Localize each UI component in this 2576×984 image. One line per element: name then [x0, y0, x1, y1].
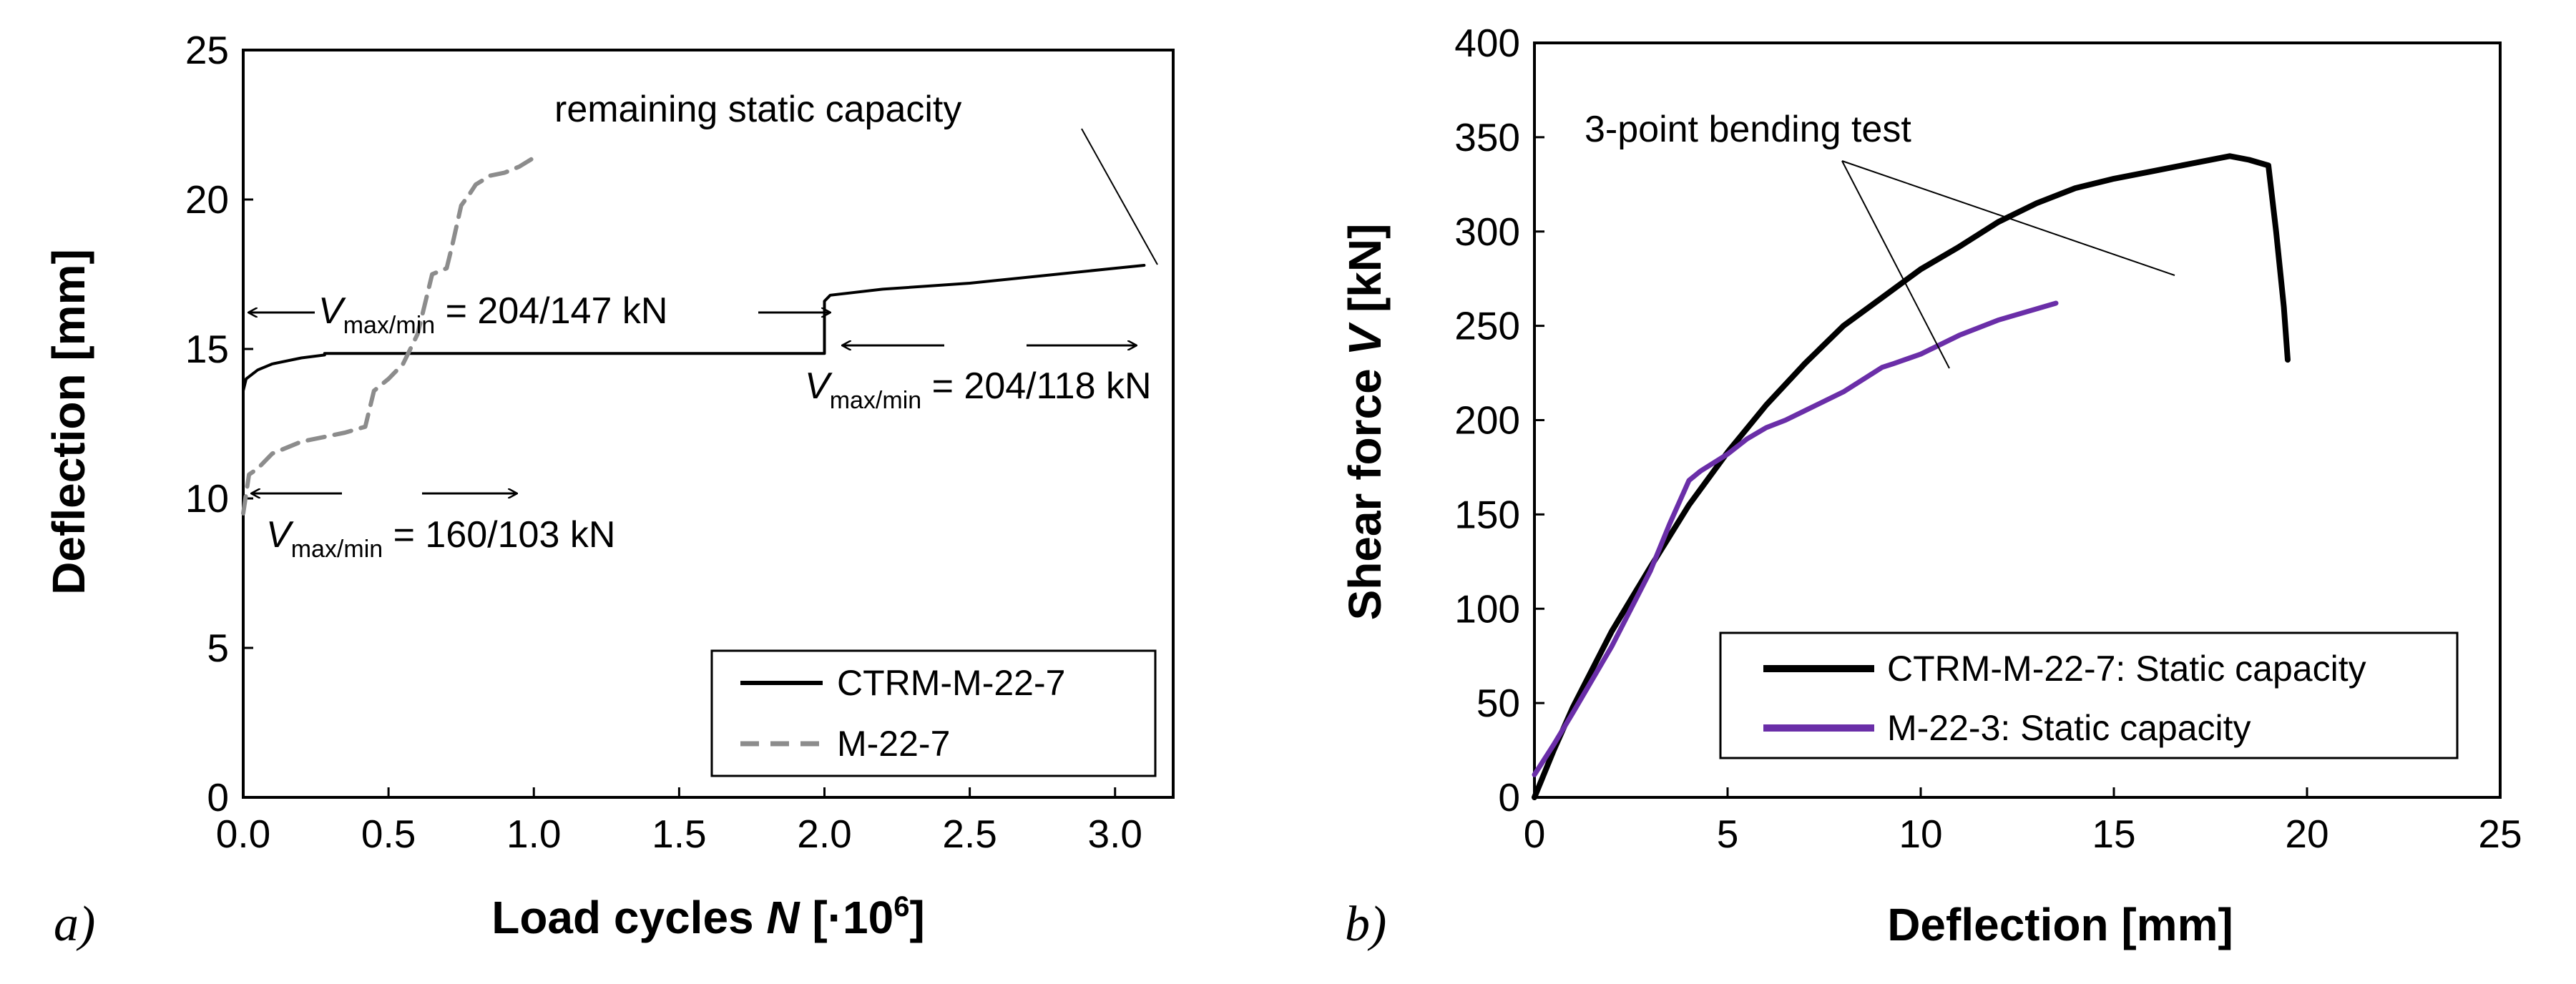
panel-b-label: b)	[1345, 897, 1386, 952]
panel-b-legend-label-2: M-22-3: Static capacity	[1887, 708, 2251, 748]
panel-b-y-tick-label: 400	[1454, 21, 1520, 65]
panel-a-y-tick-label: 5	[207, 626, 229, 670]
panel-a-plot-frame	[242, 49, 1175, 799]
panel-a-legend-label-2: M-22-7	[837, 724, 950, 764]
panel-a-legend-label-1: CTRM-M-22-7	[837, 663, 1065, 703]
panel-a-y-tick-label: 15	[185, 327, 229, 371]
panel-a-annotation-remaining: remaining static capacity	[554, 89, 961, 130]
panel-a: 0.0 0.5 1.0 1.5 2.0 2.5 3.0 0 5 10 15 20 25 Deflect…	[43, 28, 1175, 952]
panel-b-y-tick-label: 300	[1454, 210, 1520, 254]
panel-a-annotation-v3: Vmax/min = 160/103 kN	[266, 514, 615, 563]
panel-b-series	[1532, 153, 2291, 800]
panel-b: 0 5 10 15 20 25 0 50 100 150 200 250 300 350 400 Shea…	[1339, 21, 2522, 952]
panel-a-x-tick-label: 1.0	[506, 812, 561, 856]
panel-a-annotation-v1: Vmax/min = 204/147 kN	[318, 290, 667, 339]
panel-b-legend: CTRM-M-22-7: Static capacity M-22-3: Sta…	[1719, 631, 2459, 759]
panel-b-y-tick-label: 50	[1476, 681, 1520, 725]
panel-a-x-ticks: 0.0 0.5 1.0 1.5 2.0 2.5 3.0	[216, 787, 1142, 856]
panel-a-x-axis-label: Load cycles N [·106]	[491, 891, 925, 943]
panel-b-y-tick-label: 250	[1454, 304, 1520, 348]
panel-b-y-tick-label: 350	[1454, 115, 1520, 159]
panel-a-y-tick-label: 25	[185, 28, 229, 72]
panel-a-x-tick-label: 0.5	[361, 812, 416, 856]
panel-b-y-tick-label: 150	[1454, 492, 1520, 536]
panel-b-y-tick-label: 200	[1454, 398, 1520, 443]
panel-a-legend: CTRM-M-22-7 M-22-7	[710, 649, 1157, 777]
panel-a-annotation-leader	[1081, 128, 1158, 265]
panel-b-y-ticks: 0 50 100 150 200 250 300 350 400	[1454, 21, 1544, 820]
panel-a-y-axis-label: Deflection [mm]	[43, 249, 94, 595]
panel-a-annotation-v2: Vmax/min = 204/118 kN	[805, 365, 1152, 414]
panel-b-series-m-22-3-line	[1532, 300, 2059, 777]
panel-b-x-tick-label: 25	[2478, 812, 2522, 856]
panel-a-series-m-22-7-line	[241, 155, 537, 516]
panel-b-x-tick-label: 10	[1899, 812, 1942, 856]
panel-b-annotation-bending: 3-point bending test	[1585, 109, 1911, 150]
panel-b-y-tick-label: 100	[1454, 586, 1520, 631]
panel-a-x-tick-label: 3.0	[1088, 812, 1142, 856]
panel-b-y-axis-label: Shear force V [kN]	[1339, 224, 1391, 621]
panel-b-annotation-leader-1	[1841, 160, 2175, 276]
panel-b-x-tick-label: 15	[2092, 812, 2135, 856]
panel-a-x-tick-label: 2.0	[797, 812, 851, 856]
panel-b-x-tick-label: 20	[2285, 812, 2328, 856]
panel-b-x-axis-label: Deflection [mm]	[1887, 899, 2233, 950]
panel-b-x-ticks: 0 5 10 15 20 25	[1524, 787, 2522, 856]
panel-a-x-tick-label: 0.0	[216, 812, 270, 856]
panel-a-y-tick-label: 10	[185, 476, 229, 521]
panel-a-series-ctrm-m-22-7-line	[242, 264, 1146, 393]
panel-a-y-tick-label: 20	[185, 177, 229, 222]
panel-b-annotation-leader-2	[1841, 160, 1950, 369]
panel-a-x-tick-label: 2.5	[942, 812, 996, 856]
panel-b-x-tick-label: 5	[1717, 812, 1739, 856]
panel-a-series	[241, 155, 1146, 516]
panel-a-y-ticks: 0 5 10 15 20 25	[185, 28, 253, 820]
panel-a-label: a)	[54, 897, 95, 952]
panel-b-y-tick-label: 0	[1498, 775, 1520, 820]
panel-a-x-tick-label: 1.5	[652, 812, 706, 856]
panel-a-y-tick-label: 0	[207, 775, 229, 820]
panel-b-legend-label-1: CTRM-M-22-7: Static capacity	[1887, 649, 2366, 689]
panel-b-x-tick-label: 0	[1524, 812, 1546, 856]
